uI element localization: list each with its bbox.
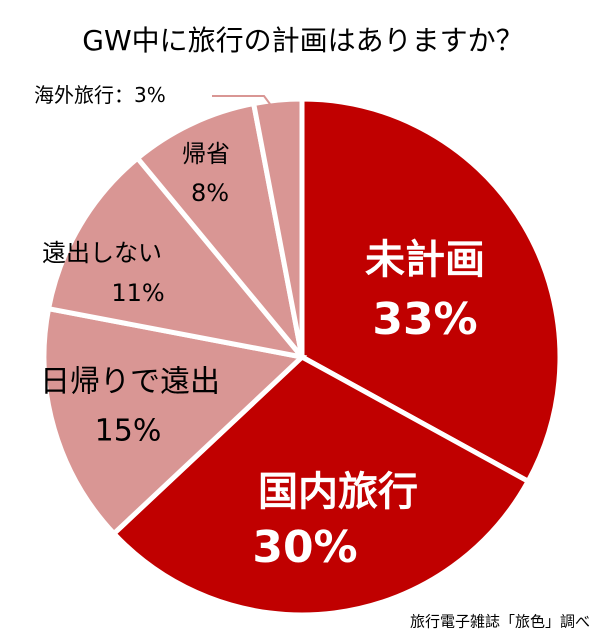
category-label: 日帰りで遠出 <box>40 365 220 400</box>
slice <box>299 96 563 485</box>
source-note: 旅行電子雑誌「旅色」調べ <box>410 613 590 631</box>
category-label: 帰省 <box>182 140 230 168</box>
slice <box>45 154 309 361</box>
category-label: 未計画 <box>365 237 485 283</box>
chart-title: GW中に旅行の計画はありますか？ <box>82 24 523 57</box>
pie <box>41 96 563 618</box>
slice <box>134 100 305 359</box>
category-label: 海外旅行 <box>34 83 114 107</box>
slice <box>110 353 532 618</box>
value-label: 15% <box>95 414 162 449</box>
value-label: 33% <box>372 294 477 345</box>
leader-line <box>212 95 271 105</box>
category-label: 国内旅行 <box>258 469 418 515</box>
value-label: 11% <box>111 279 164 307</box>
slice-label: 海外旅行：3% <box>34 83 166 107</box>
slice <box>41 305 308 538</box>
category-label: 遠出しない <box>42 239 162 267</box>
value-label: 30% <box>252 522 357 573</box>
slice <box>250 96 305 358</box>
value-label: 8% <box>191 179 229 207</box>
value-label: ：3% <box>114 83 166 107</box>
